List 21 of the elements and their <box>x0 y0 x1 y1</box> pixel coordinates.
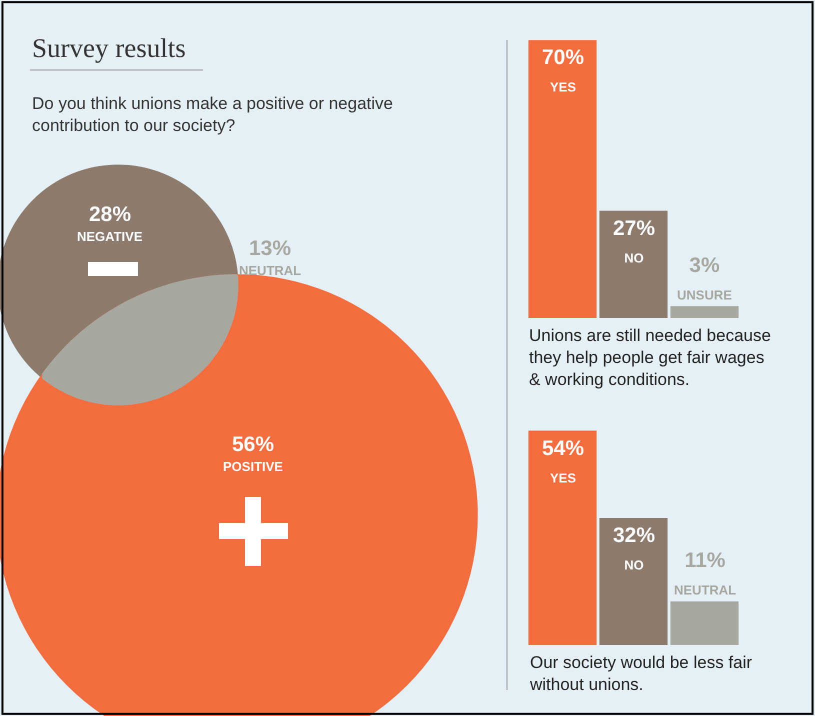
data-label: 27% <box>613 217 656 240</box>
data-label: 56% <box>232 433 274 456</box>
text: Our society would be less fair without unions. <box>529 653 752 694</box>
data-label: 32% <box>613 524 656 547</box>
data-label: 3% <box>689 254 720 277</box>
x-tick-label: YES <box>550 470 576 486</box>
x-tick-label: NO <box>624 250 644 266</box>
data-label: 11% <box>684 549 726 572</box>
category-label: NEUTRAL <box>239 263 302 278</box>
category-label: POSITIVE <box>223 459 284 474</box>
text: Unions are still needed because they help people get fair wages & working conditions. <box>529 326 771 390</box>
category-label: NEGATIVE <box>77 229 143 244</box>
data-label: 54% <box>542 437 584 460</box>
x-tick-label: UNSURE <box>677 287 732 302</box>
x-tick-label: YES <box>550 79 576 94</box>
text: Survey results <box>32 33 186 63</box>
data-label: 70% <box>542 46 584 69</box>
x-tick-label: NO <box>624 557 644 572</box>
data-label: 13% <box>249 237 292 260</box>
data-label: 28% <box>89 203 132 226</box>
text: Do you think unions make a positive or negative contribution to our society? <box>32 94 393 136</box>
